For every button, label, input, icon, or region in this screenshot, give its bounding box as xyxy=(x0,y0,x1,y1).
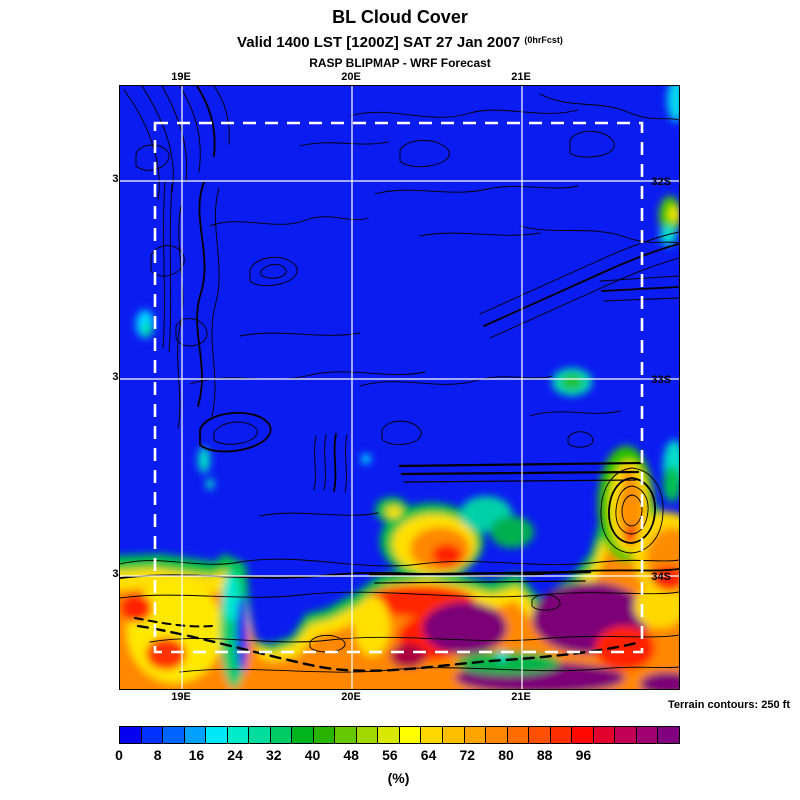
colorbar-tick-label: 56 xyxy=(382,747,398,763)
x-tick-bottom-21e: 21E xyxy=(511,691,531,703)
colorbar-unit-label: (%) xyxy=(387,770,410,786)
colorbar-segment xyxy=(378,727,400,743)
model-source-line: RASP BLIPMAP - WRF Forecast xyxy=(309,56,491,70)
colorbar-tick-label: 64 xyxy=(420,747,437,763)
colorbar-segment xyxy=(163,727,185,743)
colorbar-segment xyxy=(184,727,207,743)
colorbar-segment xyxy=(615,727,637,743)
colorbar-segments xyxy=(119,726,680,744)
page-title: BL Cloud Cover xyxy=(332,7,468,27)
cloud-fill-field xyxy=(120,86,679,689)
colorbar-segment xyxy=(442,727,465,743)
y-ticks-right: 32S 33S 34S xyxy=(651,176,671,583)
colorbar-segment xyxy=(636,727,659,743)
colorbar-segment xyxy=(249,727,271,743)
colorbar-segment xyxy=(313,727,336,743)
colorbar-tick-label: 40 xyxy=(304,747,321,763)
x-tick-top-21e: 21E xyxy=(511,71,531,83)
forecast-hour-suffix: (0hrFcst) xyxy=(524,35,563,45)
colorbar-tick-label: 0 xyxy=(115,747,123,763)
colorbar-segment xyxy=(593,727,616,743)
colorbar-segment xyxy=(227,727,250,743)
colorbar-segment xyxy=(464,727,487,743)
colorbar-segment xyxy=(335,727,357,743)
y-tick-right-34s: 34S xyxy=(651,571,671,583)
x-tick-top-19e: 19E xyxy=(171,71,191,83)
valid-time-line: Valid 1400 LST [1200Z] SAT 27 Jan 2007 (… xyxy=(0,30,800,53)
colorbar-tick-label: 88 xyxy=(536,747,553,763)
colorbar-tick-label: 24 xyxy=(227,747,243,763)
terrain-contour-note: Terrain contours: 250 ft xyxy=(667,699,790,711)
colorbar-segment xyxy=(270,727,293,743)
y-tick-right-33s: 33S xyxy=(651,374,671,386)
colorbar-segment xyxy=(141,727,164,743)
colorbar-tick-label: 72 xyxy=(459,747,476,763)
colorbar-segment xyxy=(486,727,508,743)
colorbar-ticks: 0 8 16 24 32 40 48 56 64 72 80 88 96 xyxy=(115,747,678,765)
colorbar-segment xyxy=(120,727,142,743)
valid-time-text: Valid 1400 LST [1200Z] SAT 27 Jan 2007 xyxy=(237,34,521,51)
colorbar-tick-label: 48 xyxy=(343,747,359,763)
colorbar-segment xyxy=(206,727,228,743)
x-tick-bottom-19e: 19E xyxy=(171,691,191,703)
model-domain-boundary xyxy=(153,121,644,654)
colorbar-tick-label: 80 xyxy=(498,747,514,763)
x-tick-bottom-20e: 20E xyxy=(341,691,361,703)
map-canvas: 32S 33S 34S xyxy=(119,85,680,690)
colorbar-tick-label: 32 xyxy=(266,747,282,763)
cloud-cover-map: 32S 33S 34S xyxy=(120,86,679,689)
latlon-grid xyxy=(120,86,679,689)
colorbar-segment xyxy=(529,727,551,743)
colorbar-segment xyxy=(421,727,443,743)
colorbar-tick-label: 16 xyxy=(188,747,205,763)
title-block: BL Cloud Cover Valid 1400 LST [1200Z] SA… xyxy=(0,6,800,71)
colorbar-segment xyxy=(658,727,679,743)
colorbar-segment xyxy=(572,727,594,743)
x-tick-top-20e: 20E xyxy=(341,71,361,83)
colorbar-segment xyxy=(399,727,422,743)
y-tick-right-32s: 32S xyxy=(651,176,671,188)
colorbar-segment xyxy=(507,727,530,743)
colorbar-segment xyxy=(550,727,573,743)
colorbar-segment xyxy=(292,727,314,743)
colorbar-tick-label: 8 xyxy=(153,747,162,763)
colorbar-tick-label: 96 xyxy=(575,747,592,763)
colorbar-segment xyxy=(356,727,379,743)
